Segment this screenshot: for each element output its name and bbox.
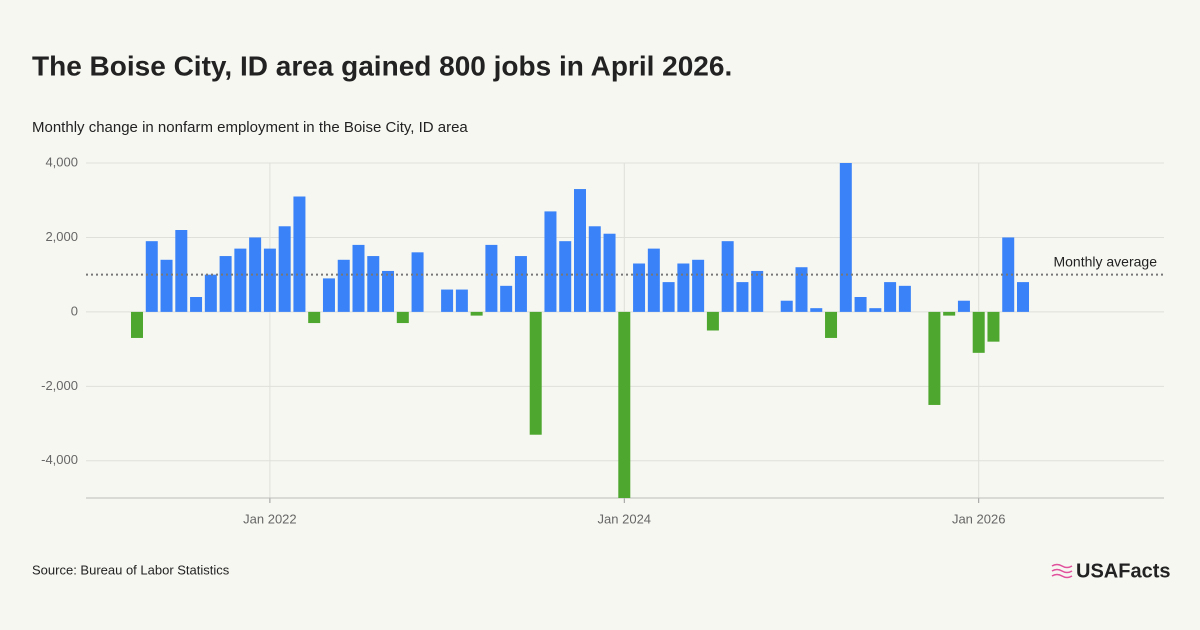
bar — [810, 308, 823, 312]
bar — [795, 267, 808, 312]
bar — [485, 244, 498, 312]
y-tick-label: 0 — [71, 303, 78, 318]
bar — [308, 311, 321, 324]
bar — [662, 282, 675, 312]
bar — [249, 237, 262, 312]
bar — [869, 308, 882, 312]
y-tick-label: 2,000 — [45, 229, 78, 244]
y-tick-label: 4,000 — [45, 154, 78, 169]
average-label: Monthly average — [1053, 253, 1157, 269]
bar — [751, 270, 764, 312]
chart-subtitle: Monthly change in nonfarm employment in … — [32, 119, 468, 136]
bar — [367, 256, 380, 312]
bar — [219, 256, 232, 312]
bar — [131, 311, 143, 338]
bar — [500, 285, 513, 312]
bar — [884, 282, 897, 312]
bar — [692, 259, 705, 312]
y-tick-label: -4,000 — [41, 452, 78, 467]
bar — [943, 311, 956, 316]
bar — [987, 311, 1000, 342]
bar — [411, 252, 424, 312]
bar — [825, 311, 838, 338]
bar — [721, 241, 734, 312]
bar — [1002, 237, 1015, 312]
bar — [396, 311, 409, 324]
x-tick-label: Jan 2026 — [952, 511, 1006, 526]
bar — [618, 311, 631, 498]
bar — [780, 300, 793, 312]
bar — [263, 248, 276, 312]
bar — [160, 259, 173, 312]
bar — [957, 300, 970, 312]
bar — [529, 311, 542, 435]
bar — [382, 270, 395, 312]
bar — [470, 311, 483, 316]
bar — [736, 282, 749, 312]
bar — [337, 259, 350, 312]
bar — [928, 311, 941, 405]
bar — [706, 311, 719, 331]
bar — [603, 233, 616, 312]
brand: USAFacts — [1076, 560, 1170, 582]
bar — [352, 244, 365, 312]
logo-icon — [1051, 563, 1073, 579]
bar — [854, 297, 867, 312]
bar — [190, 297, 203, 312]
chart-title: The Boise City, ID area gained 800 jobs … — [32, 50, 732, 81]
bar — [278, 226, 291, 312]
bar — [559, 241, 572, 312]
bar — [574, 189, 586, 312]
source: Source: Bureau of Labor Statistics — [32, 562, 230, 577]
bar — [322, 278, 335, 312]
bar — [647, 248, 660, 312]
bar — [633, 263, 646, 312]
bar — [588, 226, 601, 312]
bar — [175, 230, 188, 312]
bar — [441, 289, 454, 312]
y-tick-label: -2,000 — [41, 378, 78, 393]
bar — [293, 196, 306, 312]
bar — [898, 285, 911, 312]
bar — [204, 274, 217, 312]
bar — [839, 163, 852, 312]
x-tick-label: Jan 2024 — [598, 511, 652, 526]
bar — [145, 241, 158, 312]
bar — [1017, 282, 1029, 312]
x-tick-label: Jan 2022 — [243, 511, 297, 526]
bar — [234, 248, 247, 312]
bar — [514, 256, 527, 312]
bar — [455, 289, 468, 312]
bar — [972, 311, 985, 353]
bar — [544, 211, 557, 312]
bar — [677, 263, 690, 312]
